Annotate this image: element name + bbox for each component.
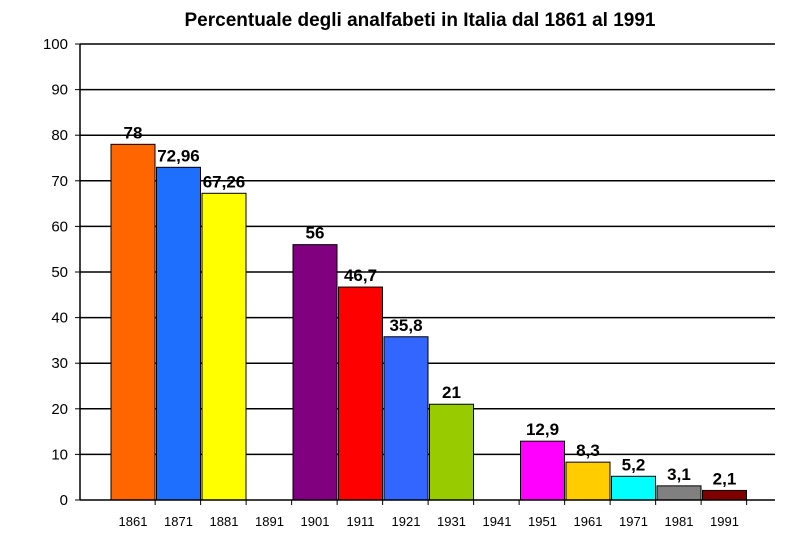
x-tick-label: 1921: [392, 514, 421, 529]
data-label: 35,8: [389, 316, 422, 335]
x-tick-label: 1871: [164, 514, 193, 529]
bar: [292, 244, 338, 501]
y-tick-label: 30: [51, 355, 68, 372]
axes-layer: [75, 43, 775, 505]
bar: [110, 143, 156, 501]
y-tick-label: 40: [51, 310, 68, 327]
data-label: 78: [124, 123, 143, 142]
y-tick-label: 60: [51, 218, 68, 235]
labels-layer: 0 10 20 30 40 50 60 70 80 90 100 78 1861 72,96 1871 67,…: [43, 36, 739, 529]
x-tick-label: 1941: [483, 514, 512, 529]
x-tick-label: 1901: [301, 514, 330, 529]
y-tick-label: 50: [51, 264, 68, 281]
bar: [611, 475, 656, 501]
y-tick-label: 90: [51, 82, 68, 99]
data-label: 2,1: [713, 469, 737, 488]
x-tick-label: 1971: [619, 514, 648, 529]
y-tick-label: 20: [51, 401, 68, 418]
data-label: 46,7: [344, 266, 377, 285]
bar: [520, 440, 565, 501]
bar: [565, 461, 611, 501]
x-tick-label: 1961: [574, 514, 603, 529]
data-label: 3,1: [667, 465, 691, 484]
data-label: 56: [306, 224, 325, 243]
bar: [429, 403, 474, 501]
y-tick-label: 100: [43, 36, 68, 53]
x-tick-label: 1911: [347, 514, 375, 529]
data-label: 5,2: [622, 455, 646, 474]
data-label: 21: [442, 383, 461, 402]
bar: [338, 286, 383, 501]
bar: [201, 192, 247, 501]
bar: [702, 489, 747, 501]
x-tick-label: 1951: [528, 514, 557, 529]
bar: [656, 485, 702, 501]
x-tick-label: 1891: [255, 514, 284, 529]
y-tick-label: 70: [51, 173, 68, 190]
x-tick-label: 1991: [710, 514, 739, 529]
data-label: 8,3: [576, 441, 600, 460]
x-tick-label: 1861: [119, 514, 148, 529]
data-label: 12,9: [526, 420, 559, 439]
y-tick-label: 80: [51, 127, 68, 144]
data-label: 72,96: [157, 146, 200, 165]
bar: [156, 166, 201, 501]
bars-layer: [110, 143, 747, 501]
x-tick-label: 1881: [210, 514, 239, 529]
chart-title: Percentuale degli analfabeti in Italia d…: [184, 10, 656, 31]
bar: [383, 336, 429, 501]
x-tick-label: 1981: [665, 514, 694, 529]
y-tick-label: 10: [51, 446, 68, 463]
y-tick-label: 0: [60, 492, 68, 509]
data-label: 67,26: [203, 172, 246, 191]
x-tick-label: 1931: [437, 514, 466, 529]
